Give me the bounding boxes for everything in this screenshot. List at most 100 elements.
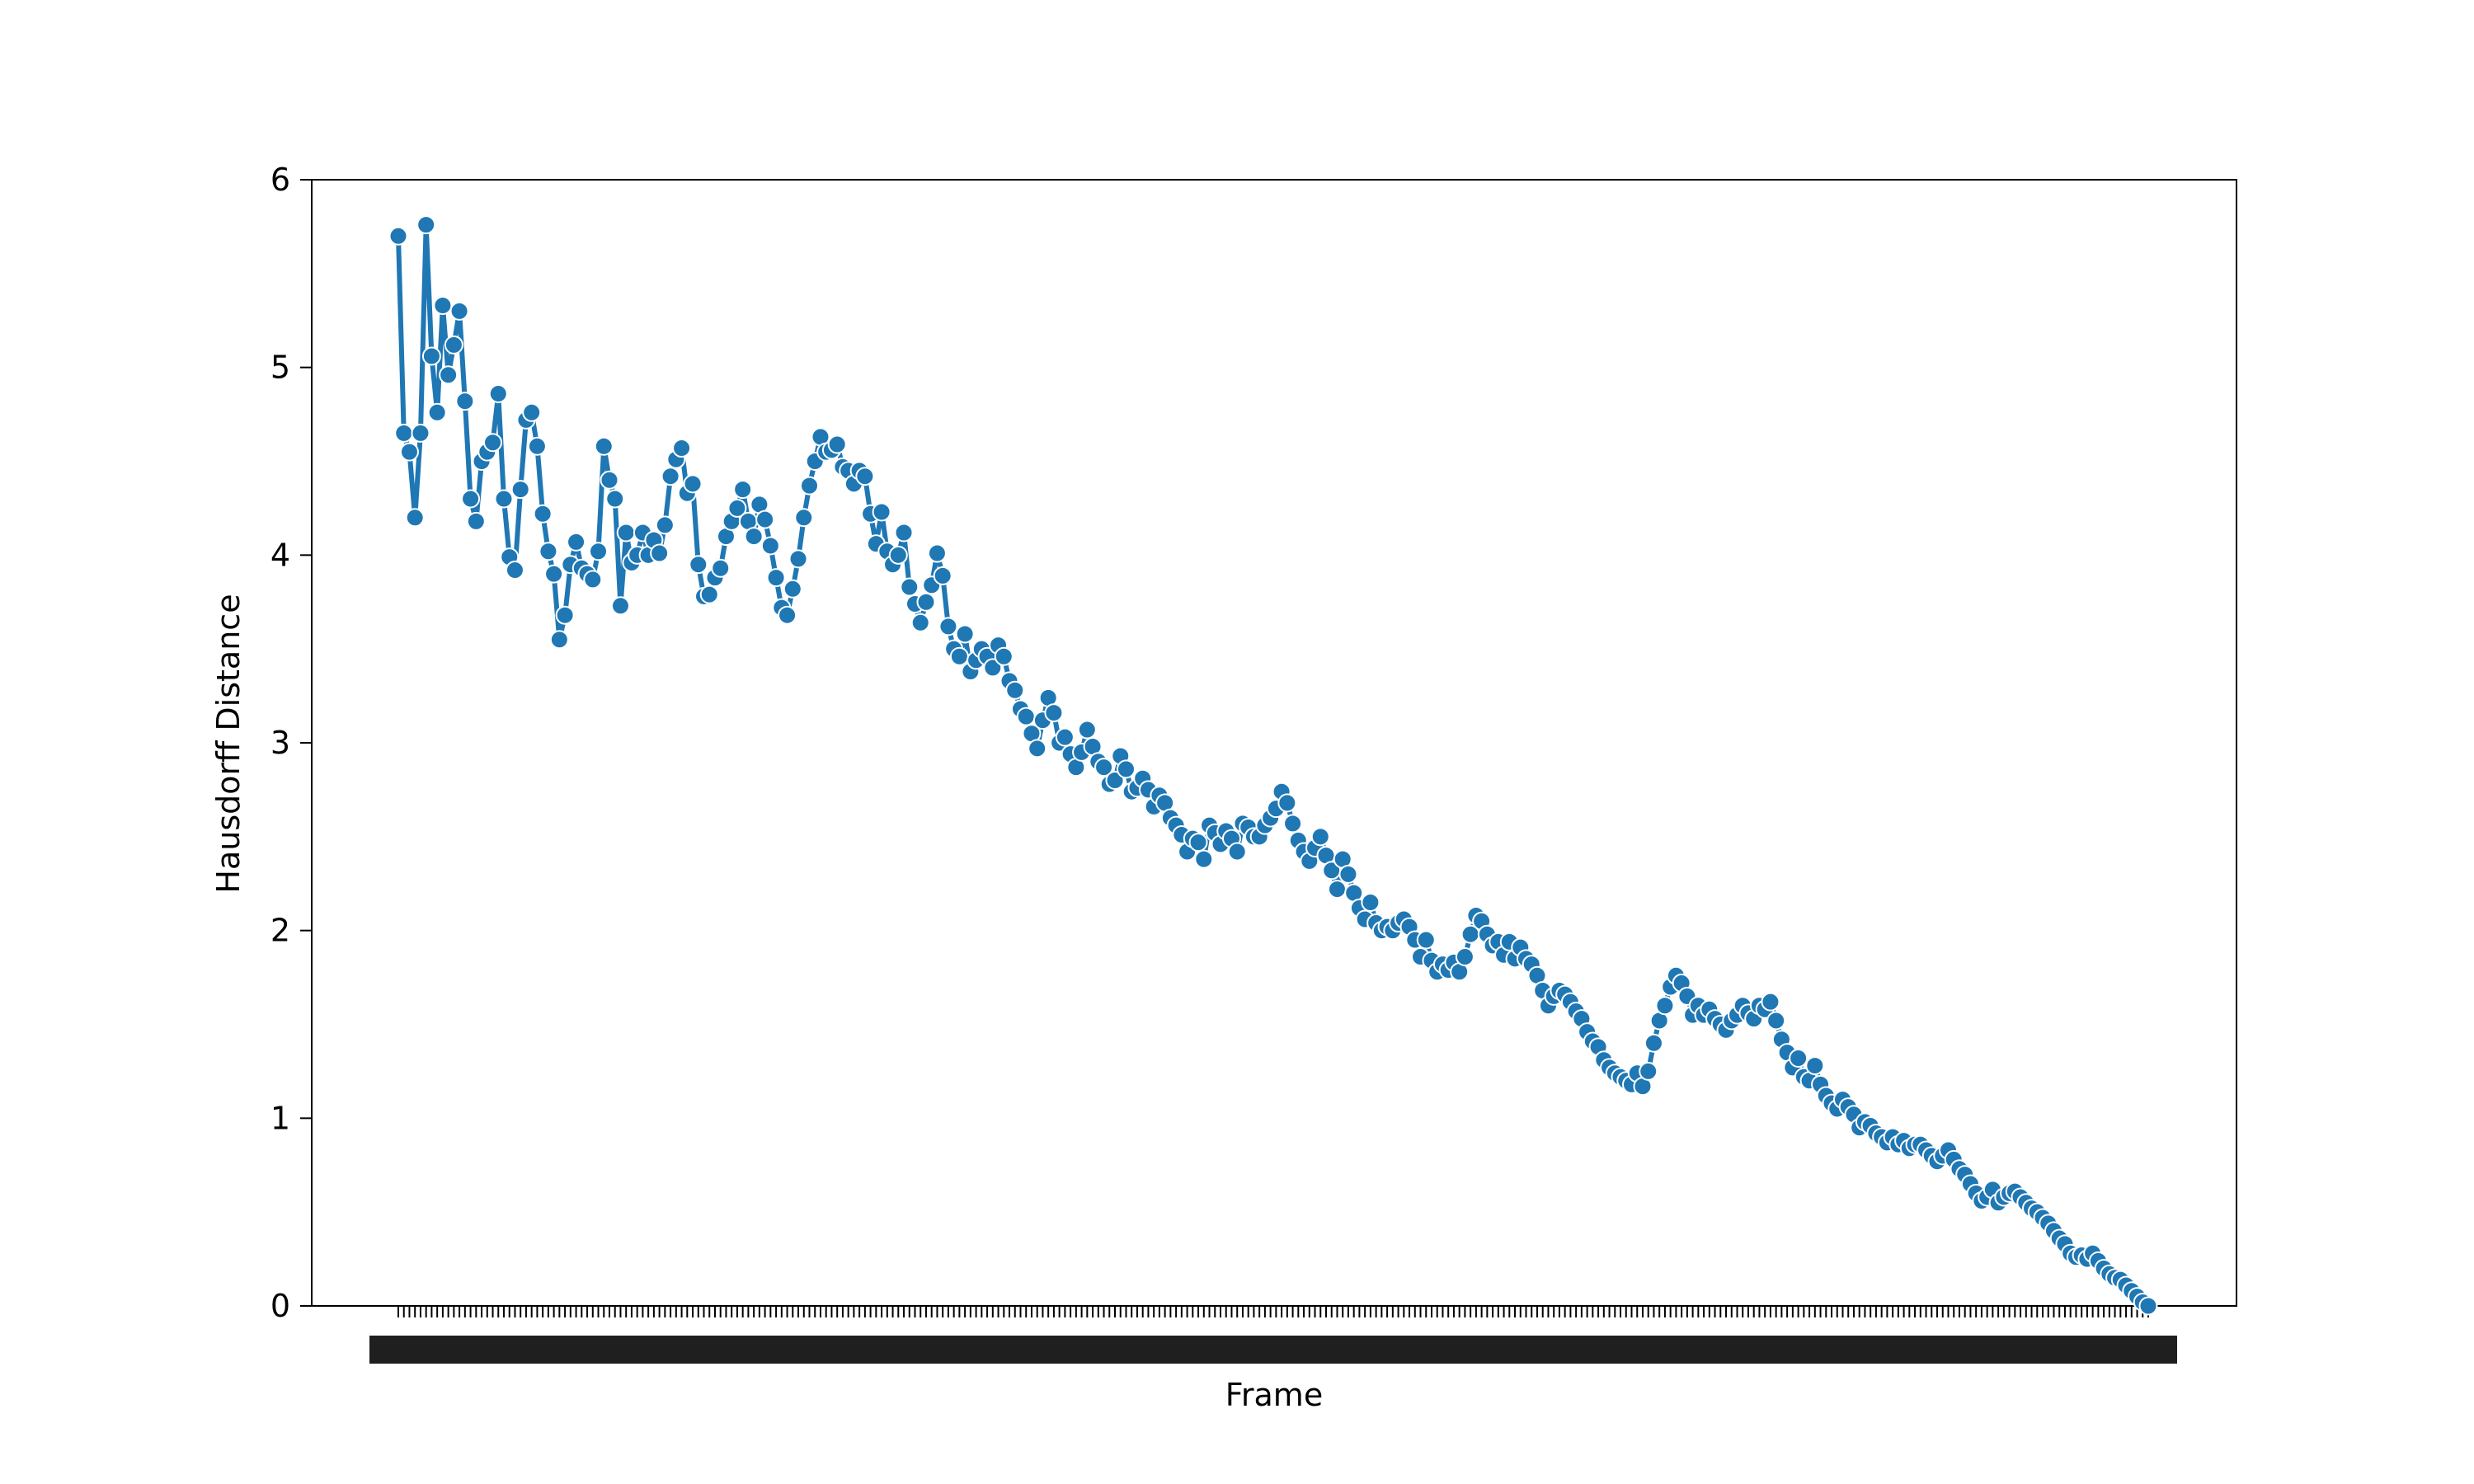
data-point <box>1283 814 1303 834</box>
data-point <box>1416 930 1436 950</box>
data-point <box>427 402 447 422</box>
data-point <box>394 423 414 443</box>
data-point <box>900 577 920 597</box>
data-point <box>610 596 630 616</box>
data-point <box>938 617 958 636</box>
data-point <box>783 579 802 599</box>
data-point <box>1805 1056 1825 1076</box>
data-point <box>439 365 459 385</box>
data-point <box>433 296 453 316</box>
plot-border <box>311 179 2237 1307</box>
data-point <box>522 402 542 422</box>
data-point <box>1055 727 1075 747</box>
data-point <box>555 605 575 625</box>
data-point <box>727 498 747 518</box>
data-point <box>778 605 797 625</box>
data-point <box>466 511 486 531</box>
y-axis-label: Hausdorff Distance <box>210 594 247 893</box>
data-point <box>567 532 586 552</box>
data-point <box>461 489 481 509</box>
data-point <box>449 301 469 321</box>
data-point <box>1766 1011 1786 1031</box>
data-point <box>1044 703 1064 723</box>
data-point <box>800 476 819 495</box>
data-point <box>711 558 731 578</box>
data-point <box>583 570 603 589</box>
data-point <box>794 508 814 528</box>
data-point <box>1310 827 1330 847</box>
data-point <box>589 542 609 561</box>
data-point <box>549 630 569 650</box>
data-point <box>1005 680 1025 700</box>
data-point <box>788 549 808 569</box>
data-point <box>699 585 719 604</box>
data-point <box>388 226 408 246</box>
data-point <box>910 613 930 632</box>
data-point <box>605 489 625 509</box>
data-point <box>1028 739 1047 758</box>
data-point <box>1194 849 1214 869</box>
data-point <box>527 436 547 456</box>
data-point <box>949 646 969 666</box>
data-point <box>955 624 975 644</box>
data-point <box>411 423 430 443</box>
y-axis: 0 1 2 3 4 5 6 <box>270 162 312 1324</box>
data-point <box>2138 1296 2158 1316</box>
data-point <box>766 568 786 588</box>
data-point <box>494 489 514 509</box>
data-point <box>510 480 530 500</box>
data-point <box>689 555 708 575</box>
data-point <box>916 592 936 612</box>
data-point <box>1094 758 1114 777</box>
x-axis-label: Frame <box>1225 1377 1323 1413</box>
y-tick-label: 6 <box>270 162 290 198</box>
data-point <box>600 470 619 490</box>
data-point <box>505 561 524 580</box>
plot-area <box>311 179 2237 1307</box>
data-point <box>1655 996 1675 1016</box>
data-point <box>416 215 436 235</box>
data-point <box>683 474 703 494</box>
data-point <box>672 439 692 458</box>
x-axis <box>369 1306 2177 1364</box>
data-point <box>488 384 508 404</box>
data-point <box>827 434 847 454</box>
data-point <box>455 392 475 411</box>
data-point <box>1639 1061 1658 1081</box>
y-tick-label: 5 <box>270 350 290 386</box>
data-point <box>421 346 441 366</box>
data-point <box>755 510 775 529</box>
data-point <box>855 467 875 486</box>
data-point <box>894 523 914 542</box>
data-point <box>544 564 564 584</box>
data-point <box>655 515 675 535</box>
data-point <box>1016 707 1036 726</box>
data-point <box>1761 992 1780 1012</box>
data-point <box>650 543 670 563</box>
data-point <box>1327 880 1347 899</box>
data-point <box>661 467 680 486</box>
y-tick-label: 3 <box>270 725 290 761</box>
data-point <box>1105 771 1125 791</box>
data-point <box>927 543 947 563</box>
y-tick-label: 0 <box>270 1288 290 1324</box>
data-point <box>760 536 780 556</box>
data-point <box>872 502 891 522</box>
data-point <box>983 658 1003 678</box>
data-point <box>539 542 558 561</box>
data-point <box>444 335 463 355</box>
y-tick-label: 2 <box>270 913 290 949</box>
data-point <box>1644 1033 1663 1053</box>
data-point <box>616 523 636 542</box>
data-point <box>994 646 1014 666</box>
data-point <box>1361 893 1380 913</box>
y-tick-label: 4 <box>270 537 290 573</box>
data-point <box>594 436 614 456</box>
data-point <box>1116 759 1136 779</box>
data-point <box>405 508 425 528</box>
data-point <box>1227 842 1247 862</box>
data-point <box>733 480 753 500</box>
data-point <box>399 442 419 462</box>
